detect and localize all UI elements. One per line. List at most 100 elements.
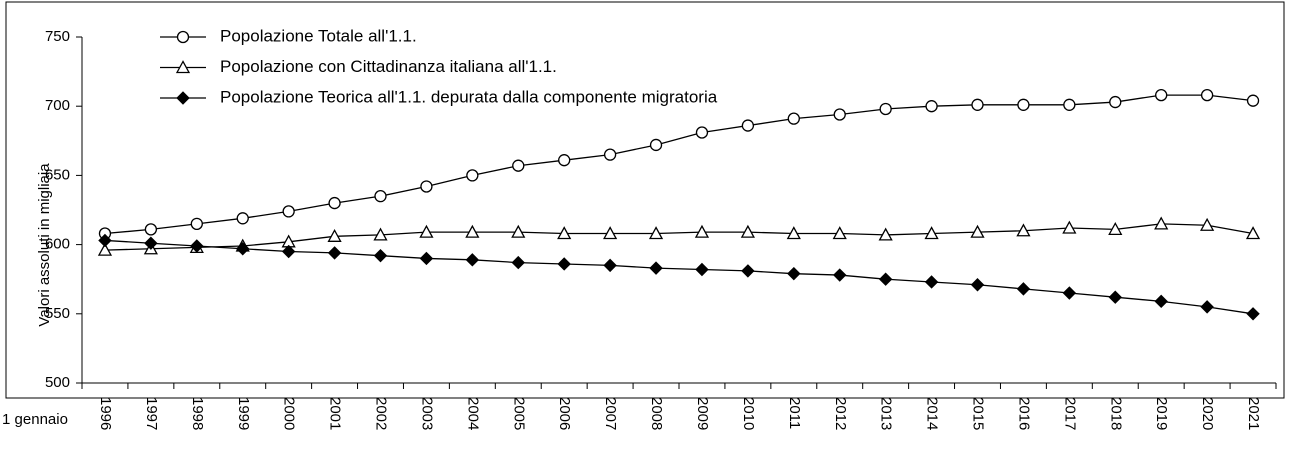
marker (1155, 88, 1168, 102)
marker (787, 266, 801, 281)
x-tick-label: 2001 (327, 397, 344, 430)
marker (833, 268, 847, 282)
marker (1154, 216, 1169, 230)
marker (878, 272, 893, 286)
marker (879, 102, 892, 116)
series-line (104, 239, 1254, 315)
marker (190, 217, 203, 230)
marker (649, 261, 663, 275)
marker (833, 108, 846, 121)
x-tick-label: 2005 (510, 397, 527, 430)
marker (1062, 286, 1077, 300)
marker (512, 159, 525, 172)
x-tick-label: 2006 (556, 397, 573, 430)
legend-label: Popolazione Teorica all'1.1. depurata da… (220, 87, 718, 106)
y-tick-label: 650 (45, 166, 70, 183)
legend-label: Popolazione Totale all'1.1. (220, 26, 417, 45)
x-tick-label: 2000 (281, 397, 298, 430)
marker (373, 227, 388, 241)
marker (420, 180, 433, 193)
marker (832, 226, 847, 240)
legend-label: Popolazione con Cittadinanza italiana al… (220, 57, 557, 76)
x-tick-label: 2004 (464, 397, 481, 430)
marker (1200, 217, 1215, 231)
marker (1245, 226, 1261, 240)
y-tick-label: 600 (45, 236, 70, 253)
marker (1200, 300, 1214, 314)
legend-marker (176, 30, 190, 44)
marker (511, 224, 526, 238)
x-tick-label: 2021 (1245, 397, 1262, 430)
marker (787, 112, 800, 125)
marker (1246, 307, 1260, 321)
marker (1154, 294, 1168, 309)
marker (1246, 94, 1260, 107)
marker (328, 196, 341, 210)
marker (1062, 220, 1077, 234)
marker (374, 190, 387, 203)
x-tick-label: 2008 (648, 397, 665, 430)
marker (695, 262, 709, 277)
x-tick-label: 2007 (602, 397, 619, 430)
x-tick-label: 2009 (694, 397, 711, 430)
marker (465, 253, 480, 267)
y-tick-label: 750 (45, 28, 70, 45)
marker (1063, 98, 1076, 111)
legend-marker (175, 60, 191, 74)
marker (1017, 98, 1030, 111)
x-tick-label: 2015 (970, 397, 987, 430)
y-tick-label: 500 (45, 374, 70, 391)
x-axis-label: 1 gennaio (2, 411, 68, 428)
marker (970, 278, 985, 292)
marker (603, 226, 618, 240)
marker (1016, 282, 1031, 296)
x-tick-label: 2019 (1153, 397, 1170, 430)
x-tick-label: 1998 (189, 397, 206, 430)
marker (924, 226, 939, 240)
chart-frame (5, 1, 1285, 399)
marker (740, 224, 755, 238)
marker (648, 226, 664, 240)
marker (557, 257, 571, 271)
marker (741, 119, 755, 132)
marker (465, 224, 480, 238)
marker (694, 224, 710, 238)
x-tick-label: 2011 (786, 397, 803, 429)
x-tick-label: 2012 (832, 397, 849, 430)
marker (649, 138, 663, 152)
x-tick-label: 2020 (1199, 397, 1216, 430)
marker (144, 236, 158, 250)
x-tick-label: 2013 (878, 397, 895, 430)
x-tick-label: 2017 (1061, 397, 1078, 430)
marker (695, 126, 709, 139)
x-tick-label: 2003 (418, 397, 435, 430)
marker (924, 275, 939, 289)
marker (1109, 95, 1122, 109)
marker (925, 100, 938, 113)
marker (327, 246, 342, 260)
marker (97, 242, 113, 256)
marker (971, 98, 984, 111)
marker (98, 233, 112, 248)
marker (281, 244, 296, 259)
marker (466, 169, 479, 182)
marker (1108, 222, 1123, 236)
y-axis-label: Valori assoluti in migliaia (36, 163, 53, 327)
marker (327, 228, 342, 242)
x-tick-label: 2014 (924, 397, 941, 430)
marker (144, 223, 158, 236)
series-line (104, 94, 1254, 235)
marker (557, 226, 572, 240)
marker (282, 205, 295, 218)
y-tick-label: 550 (45, 305, 70, 322)
x-tick-label: 2018 (1107, 397, 1124, 430)
marker (419, 251, 434, 266)
x-tick-label: 2002 (373, 397, 390, 430)
marker (373, 248, 388, 263)
marker (1016, 223, 1031, 237)
marker (878, 227, 893, 241)
legend-marker (176, 91, 190, 105)
x-tick-label: 1996 (97, 397, 114, 430)
marker (558, 154, 571, 167)
